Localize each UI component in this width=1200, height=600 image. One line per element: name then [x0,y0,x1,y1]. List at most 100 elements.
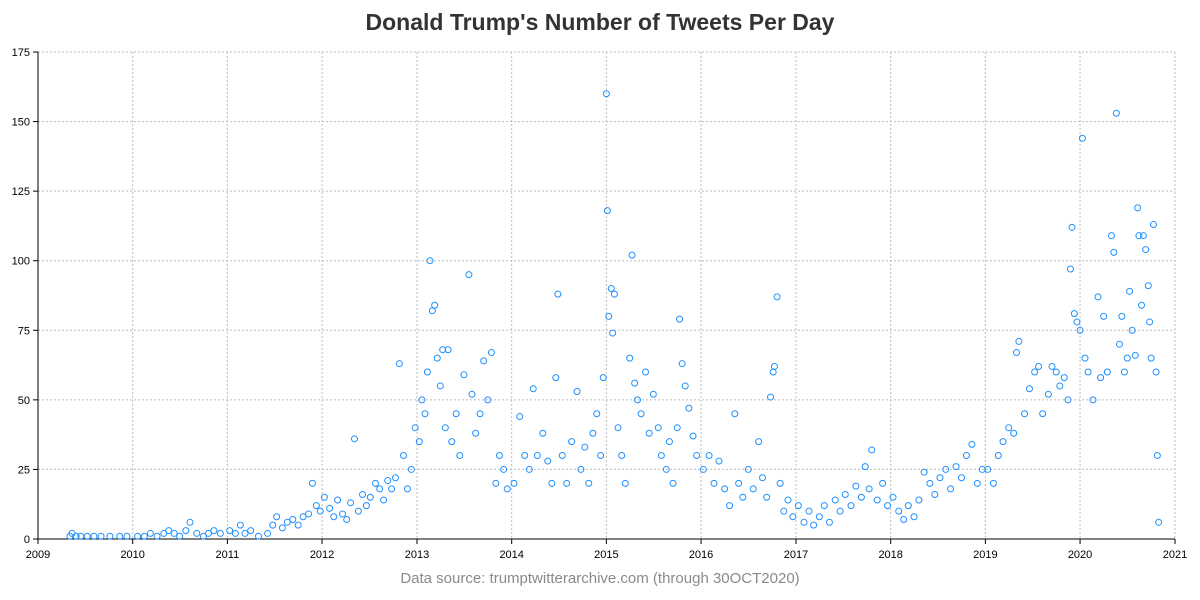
data-point [236,521,244,529]
data-point [931,490,939,498]
data-point [669,479,677,487]
data-point [589,429,597,437]
data-point [642,368,650,376]
data-point [593,410,601,418]
data-point [554,290,562,298]
data-point [210,527,218,535]
data-point [800,518,808,526]
data-point [247,527,255,535]
data-point [841,490,849,498]
data-point [926,479,934,487]
data-point [1010,429,1018,437]
data-point [186,518,194,526]
data-point [441,424,449,432]
data-point [1094,293,1102,301]
data-point [1107,232,1115,240]
data-point [673,424,681,432]
data-point [1155,518,1163,526]
data-point [468,390,476,398]
data-point [710,479,718,487]
data-point [182,527,190,535]
data-point [418,396,426,404]
data-point [685,404,693,412]
data-point [388,485,396,493]
data-point [1139,232,1147,240]
data-point [626,354,634,362]
data-point [326,504,334,512]
data-point [978,465,986,473]
data-point [1056,382,1064,390]
data-point [289,516,297,524]
x-tick-label: 2016 [689,549,713,561]
data-point [426,257,434,265]
y-tick-label: 50 [18,395,30,407]
data-point [283,518,291,526]
data-point [436,382,444,390]
data-point [1134,204,1142,212]
data-point [780,507,788,515]
data-point [529,385,537,393]
data-point [676,315,684,323]
data-point [1142,246,1150,254]
data-point [146,529,154,537]
data-point [1146,318,1154,326]
data-point [1126,287,1134,295]
data-point [794,502,802,510]
data-point [1064,396,1072,404]
data-point [994,452,1002,460]
data-point [879,479,887,487]
data-point [308,479,316,487]
data-point [607,285,615,293]
data-point [1135,232,1143,240]
data-point [735,479,743,487]
data-point [273,513,281,521]
data-point [763,493,771,501]
data-point [603,207,611,215]
data-point [936,474,944,482]
data-point [952,463,960,471]
data-point [773,293,781,301]
data-point [1131,351,1139,359]
data-point [1123,354,1131,362]
data-point [904,502,912,510]
data-point [204,529,212,537]
data-point [476,410,484,418]
data-point [1153,452,1161,460]
data-point [544,457,552,465]
data-point [958,474,965,482]
data-point [305,510,313,518]
data-point [1066,265,1074,273]
data-point [123,532,131,540]
data-point [140,532,148,540]
data-point [910,513,918,521]
data-point [1068,223,1076,231]
x-tick-label: 2013 [405,549,429,561]
data-point [334,496,342,504]
data-point [407,465,415,473]
data-point [1081,354,1089,362]
data-point [350,435,358,443]
data-point [533,452,541,460]
data-point [689,432,697,440]
data-point [492,479,500,487]
data-point [836,507,844,515]
data-point [865,485,873,493]
data-point [116,532,124,540]
data-point [1031,368,1039,376]
data-point [755,438,763,446]
y-tick-label: 125 [12,186,30,198]
data-point [1035,362,1043,370]
data-point [962,452,970,460]
data-point [920,468,928,476]
data-point [573,388,581,396]
data-point [431,301,439,309]
data-point [915,496,923,504]
axes: 0 25 50 75 100 125 150 175 2009 2010 2011 2012 2013 2… [12,47,1188,561]
data-point [1152,368,1160,376]
data-point [1100,312,1108,320]
data-point [739,493,747,501]
data-point [176,532,184,540]
data-point [521,452,529,460]
data-point [621,479,629,487]
data-point [1060,374,1068,382]
